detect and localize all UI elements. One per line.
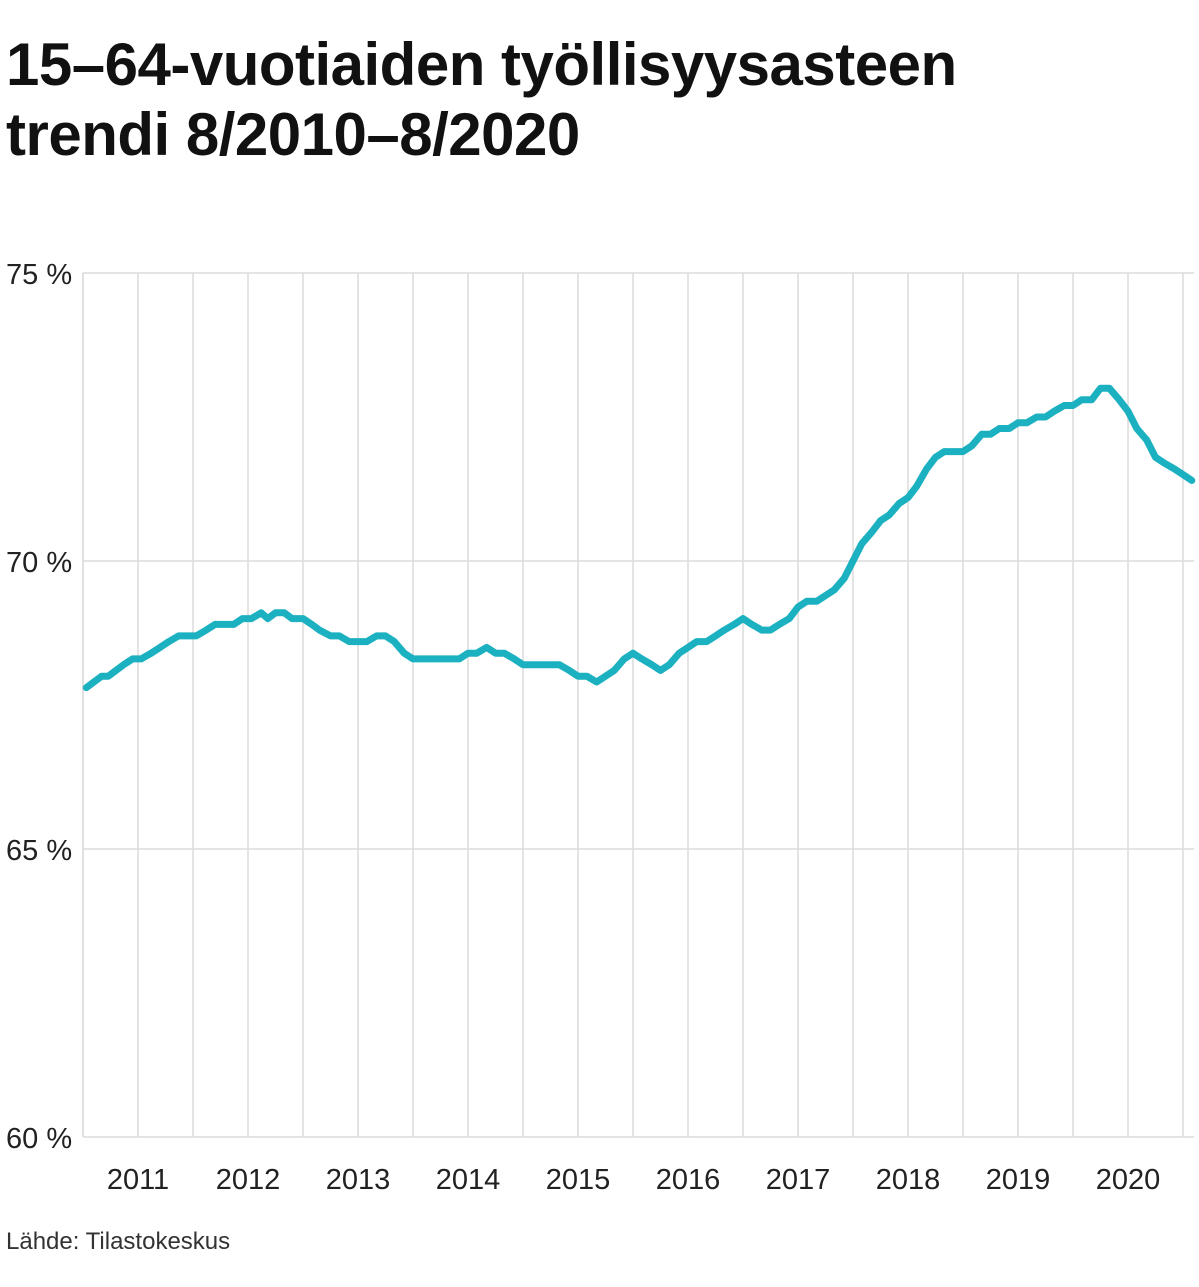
line-chart: 60 %65 %70 %75 % 2011 2012 2013 2014 2015 201…: [6, 259, 1196, 1196]
x-tick-label: 2011: [107, 1164, 169, 1196]
grid-lines: [82, 272, 1194, 1138]
x-tick-label: 2014: [436, 1164, 501, 1196]
x-tick-label: 2013: [326, 1164, 391, 1196]
y-tick-label: 65 %: [6, 835, 72, 867]
y-axis-tick-labels: 60 % 65 % 70 % 75 %: [6, 259, 72, 1155]
x-axis-tick-labels: 2011 2012 2013 2014 2015 2016 2017 2018 2019 2020: [107, 1164, 1160, 1196]
x-tick-label: 2020: [1096, 1164, 1161, 1196]
x-tick-label: 2019: [986, 1164, 1051, 1196]
y-tick-label: 60 %: [6, 1123, 72, 1155]
y-tick-label: 75 %: [6, 259, 72, 291]
x-tick-label: 2015: [546, 1164, 611, 1196]
chart-title: 15–64-vuotiaiden työllisyysasteen trendi…: [6, 30, 1186, 170]
chart-title-line-2: trendi 8/2010–8/2020: [6, 101, 580, 168]
source-note: Lähde: Tilastokeskus: [6, 1228, 231, 1255]
series-line: [82, 384, 1196, 692]
x-tick-label: 2012: [216, 1164, 281, 1196]
data-series: [82, 384, 1196, 692]
x-tick-label: 2016: [656, 1164, 721, 1196]
y-tick-label: 70 %: [6, 547, 72, 579]
chart-title-line-1: 15–64-vuotiaiden työllisyysasteen: [6, 31, 957, 98]
x-tick-label: 2018: [876, 1164, 941, 1196]
x-tick-label: 2017: [766, 1164, 831, 1196]
